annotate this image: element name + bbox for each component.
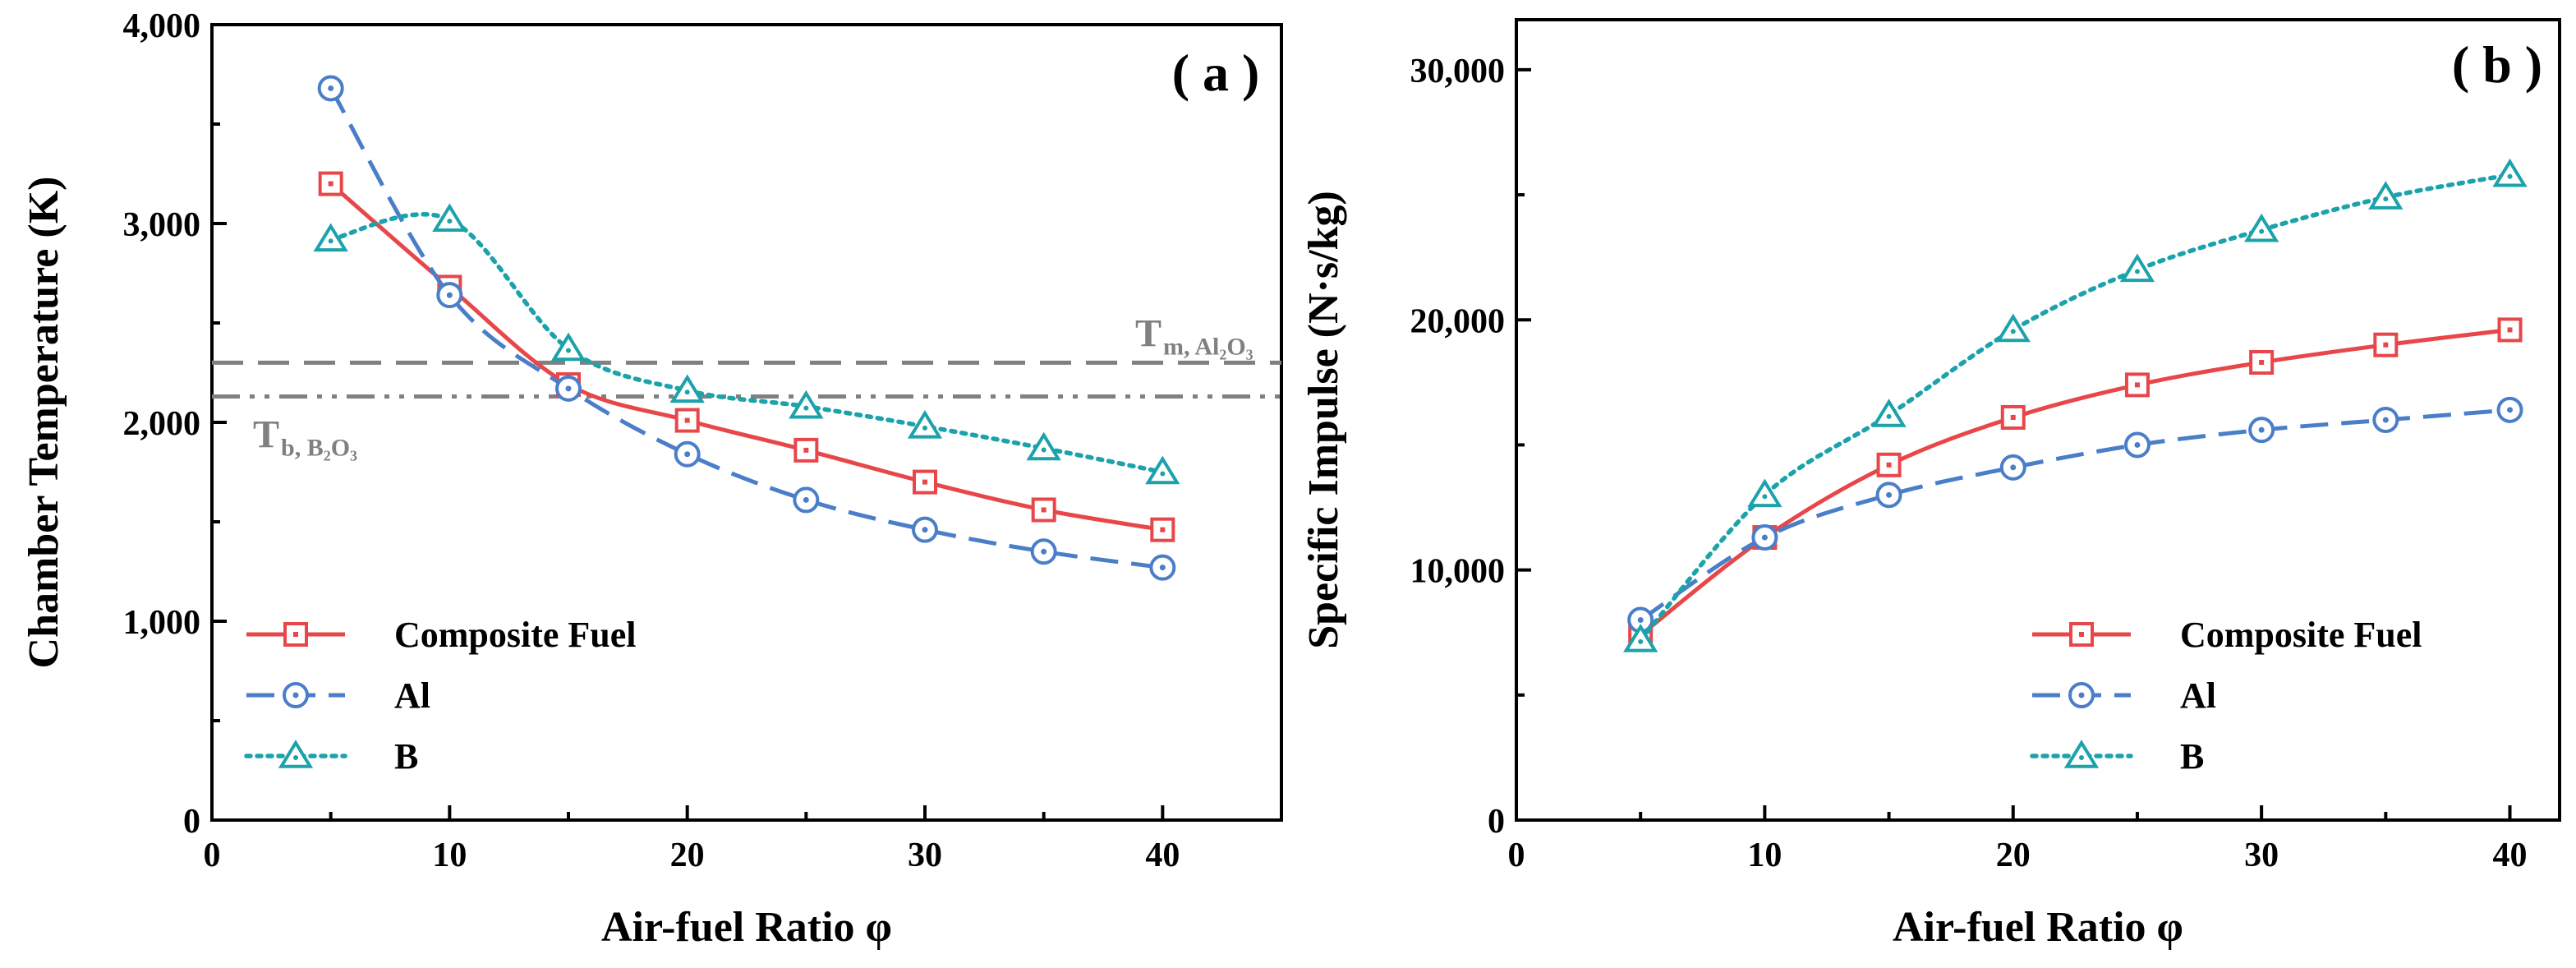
y-tick-label: 3,000 bbox=[123, 206, 201, 244]
data-point-b bbox=[1145, 455, 1180, 485]
x-tick-label: 0 bbox=[204, 837, 221, 874]
plot-frame bbox=[210, 23, 1283, 822]
legend-label-b: B bbox=[394, 736, 418, 777]
plot-frame bbox=[1515, 18, 2561, 822]
data-point-b bbox=[1995, 313, 2031, 343]
data-point-composite-fuel bbox=[318, 171, 343, 196]
data-point-b bbox=[2243, 213, 2279, 242]
data-point-al bbox=[1751, 524, 1778, 551]
data-point-b bbox=[1026, 431, 1061, 461]
data-point-al bbox=[2496, 396, 2523, 423]
data-point-composite-fuel bbox=[913, 469, 937, 495]
data-point-composite-fuel bbox=[1876, 452, 1902, 477]
data-point-al bbox=[1999, 454, 2026, 481]
legend-marker-b bbox=[2063, 740, 2100, 768]
data-point-composite-fuel bbox=[794, 437, 819, 463]
panel-label: ( a ) bbox=[1172, 44, 1260, 102]
legend-label-b: B bbox=[2180, 736, 2204, 777]
data-point-b bbox=[550, 332, 586, 362]
legend-label-composite-fuel: Composite Fuel bbox=[394, 615, 637, 655]
x-tick-label: 0 bbox=[1508, 837, 1525, 874]
data-point-b bbox=[1623, 624, 1658, 652]
data-point-b bbox=[1871, 399, 1907, 427]
y-tick-label: 30,000 bbox=[1410, 53, 1506, 90]
y-tick-label: 10,000 bbox=[1410, 553, 1506, 591]
series-line-composite-fuel bbox=[1639, 327, 2510, 637]
x-axis-label: Air-fuel Ratio φ bbox=[1893, 904, 2183, 951]
data-point-composite-fuel bbox=[2497, 317, 2523, 343]
legend-marker-b bbox=[278, 740, 314, 768]
data-point-al bbox=[912, 516, 938, 543]
y-tick-label: 20,000 bbox=[1410, 302, 1506, 340]
data-point-b bbox=[789, 390, 824, 419]
chart-panel-b: 0 10 20 30 40 0 10,000 20,000 30,000 ( b ) Air-f… bbox=[1300, 18, 2561, 951]
data-point-al bbox=[1030, 538, 1057, 565]
legend-marker-al bbox=[283, 682, 309, 708]
legend-label-composite-fuel: Composite Fuel bbox=[2180, 615, 2422, 655]
data-point-composite-fuel bbox=[2124, 372, 2150, 398]
data-point-composite-fuel bbox=[674, 408, 700, 433]
legend-marker-composite-fuel bbox=[283, 622, 308, 647]
data-point-al bbox=[1875, 482, 1902, 509]
data-point-al bbox=[2248, 417, 2275, 444]
legend-marker-composite-fuel bbox=[2069, 622, 2094, 647]
x-tick-label: 40 bbox=[2493, 837, 2528, 874]
data-point-al bbox=[2123, 431, 2150, 459]
data-point-al bbox=[2372, 407, 2399, 433]
reference-line-label: Tm, Al₂O₃ bbox=[1135, 311, 1254, 360]
legend-marker-al bbox=[2068, 682, 2095, 708]
x-tick-label: 20 bbox=[670, 837, 705, 874]
data-point-b bbox=[2119, 253, 2155, 283]
data-point-b bbox=[669, 374, 705, 403]
x-axis-label: Air-fuel Ratio φ bbox=[601, 904, 892, 951]
data-point-b bbox=[2368, 181, 2404, 210]
data-point-b bbox=[1747, 478, 1782, 508]
y-tick-label: 0 bbox=[1488, 803, 1505, 841]
x-tick-label: 30 bbox=[908, 837, 942, 874]
data-point-b bbox=[432, 203, 467, 232]
series-line-b bbox=[1638, 172, 2513, 643]
series-line-al bbox=[1639, 408, 2510, 622]
x-tick-label: 30 bbox=[2244, 837, 2279, 874]
panel-label: ( b ) bbox=[2452, 35, 2542, 94]
data-point-b bbox=[313, 223, 348, 252]
data-point-al bbox=[674, 440, 701, 468]
data-point-composite-fuel bbox=[1031, 497, 1056, 523]
series-line-b bbox=[328, 212, 1166, 475]
data-point-al bbox=[555, 375, 582, 402]
x-tick-label: 10 bbox=[432, 837, 467, 874]
data-point-composite-fuel bbox=[2000, 404, 2026, 430]
x-tick-label: 20 bbox=[1996, 837, 2031, 874]
legend-label-al: Al bbox=[394, 675, 430, 716]
y-axis-label: Chamber Temperature (K) bbox=[21, 177, 67, 669]
data-point-composite-fuel bbox=[1150, 517, 1175, 542]
data-point-composite-fuel bbox=[2373, 332, 2399, 357]
chart-panel-a: Tm, Al₂O₃ Tb, B₂O₃ 0 10 20 30 40 0 1,000 2,000 3,… bbox=[21, 7, 1283, 951]
data-point-b bbox=[907, 410, 943, 439]
data-point-b bbox=[2492, 158, 2528, 187]
y-tick-label: 4,000 bbox=[123, 7, 201, 45]
data-point-al bbox=[1149, 554, 1176, 581]
y-tick-label: 0 bbox=[183, 803, 200, 841]
data-point-al bbox=[793, 486, 820, 514]
y-tick-label: 2,000 bbox=[123, 405, 201, 443]
data-point-al bbox=[317, 75, 344, 102]
legend-label-al: Al bbox=[2180, 675, 2216, 716]
series-line-al bbox=[329, 87, 1163, 570]
data-point-composite-fuel bbox=[2249, 349, 2275, 375]
y-tick-label: 1,000 bbox=[123, 604, 201, 642]
data-point-al bbox=[436, 282, 463, 309]
y-axis-label: Specific Impulse (N·s/kg) bbox=[1300, 191, 1347, 649]
x-tick-label: 40 bbox=[1145, 837, 1180, 874]
x-tick-label: 10 bbox=[1747, 837, 1782, 874]
reference-line-label: Tb, B₂O₃ bbox=[253, 413, 357, 462]
